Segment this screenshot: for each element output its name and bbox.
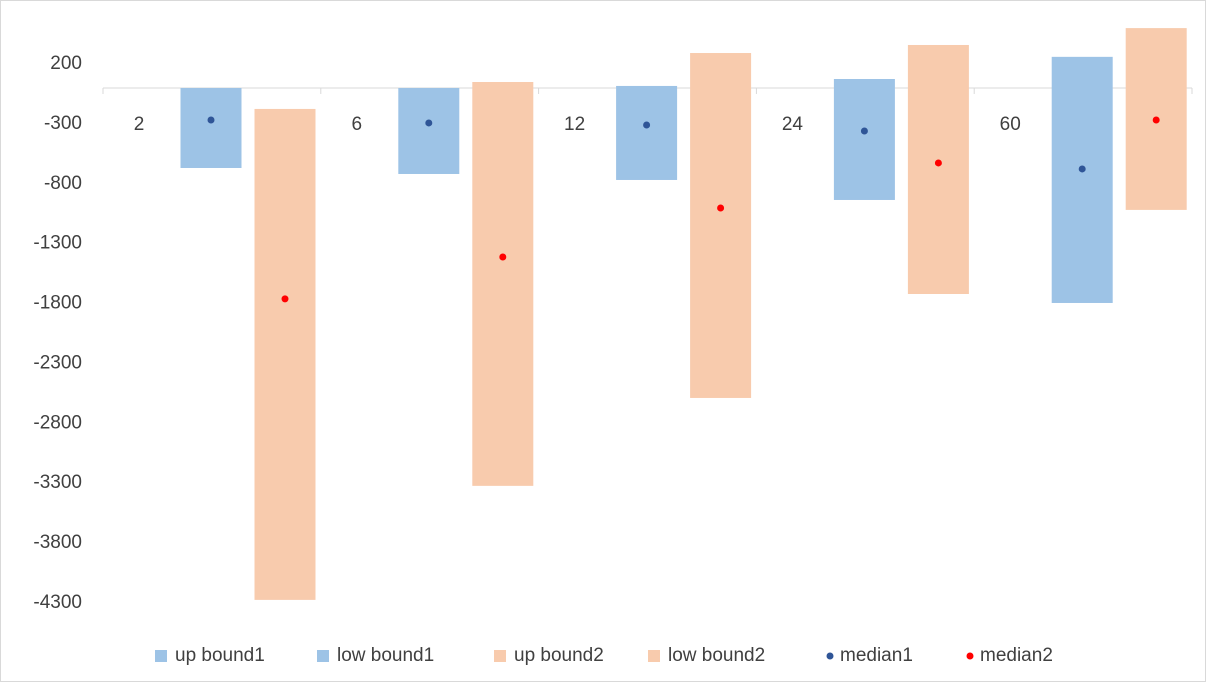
x-tick-label: 6 bbox=[352, 114, 363, 135]
range-bar bbox=[690, 53, 752, 398]
y-tick-label: 200 bbox=[50, 53, 82, 74]
range-bar bbox=[180, 87, 242, 168]
legend-marker bbox=[826, 652, 834, 660]
range-bar bbox=[907, 44, 969, 294]
range-bar bbox=[398, 87, 460, 174]
x-tick-label: 24 bbox=[782, 114, 804, 135]
legend-label: low bound1 bbox=[337, 645, 434, 666]
median-dot bbox=[717, 204, 725, 212]
x-tick-label: 12 bbox=[564, 114, 585, 135]
x-tick-label: 60 bbox=[1000, 114, 1021, 135]
median-dot bbox=[1078, 165, 1086, 173]
y-tick-label: -1800 bbox=[33, 293, 82, 314]
range-bar bbox=[472, 81, 534, 486]
y-tick-label: -1300 bbox=[33, 233, 82, 254]
legend-marker bbox=[494, 650, 506, 662]
range-bar bbox=[1051, 56, 1113, 303]
x-tick-label: 2 bbox=[134, 114, 145, 135]
y-tick-label: -3300 bbox=[33, 472, 82, 493]
legend-marker bbox=[155, 650, 167, 662]
legend-marker bbox=[966, 652, 974, 660]
y-tick-label: -2800 bbox=[33, 412, 82, 433]
median-dot bbox=[860, 127, 868, 135]
y-tick-label: -3800 bbox=[33, 532, 82, 553]
range-bar bbox=[833, 79, 895, 200]
legend-label: low bound2 bbox=[668, 645, 765, 666]
range-bar bbox=[254, 108, 316, 600]
legend-label: up bound2 bbox=[514, 645, 604, 666]
median-dot bbox=[207, 116, 215, 124]
legend-label: median2 bbox=[980, 645, 1053, 666]
y-tick-label: -4300 bbox=[33, 592, 82, 613]
median-dot bbox=[425, 119, 433, 127]
y-tick-label: -300 bbox=[44, 113, 82, 134]
range-bar bbox=[616, 85, 678, 180]
legend-label: median1 bbox=[840, 645, 913, 666]
legend-marker bbox=[317, 650, 329, 662]
median-dot bbox=[643, 121, 651, 129]
y-tick-label: -800 bbox=[44, 173, 82, 194]
y-tick-label: -2300 bbox=[33, 352, 82, 373]
median-dot bbox=[499, 253, 507, 261]
legend-marker bbox=[648, 650, 660, 662]
legend-label: up bound1 bbox=[175, 645, 265, 666]
median-dot bbox=[281, 295, 289, 303]
median-dot bbox=[934, 159, 942, 167]
median-dot bbox=[1152, 116, 1160, 124]
